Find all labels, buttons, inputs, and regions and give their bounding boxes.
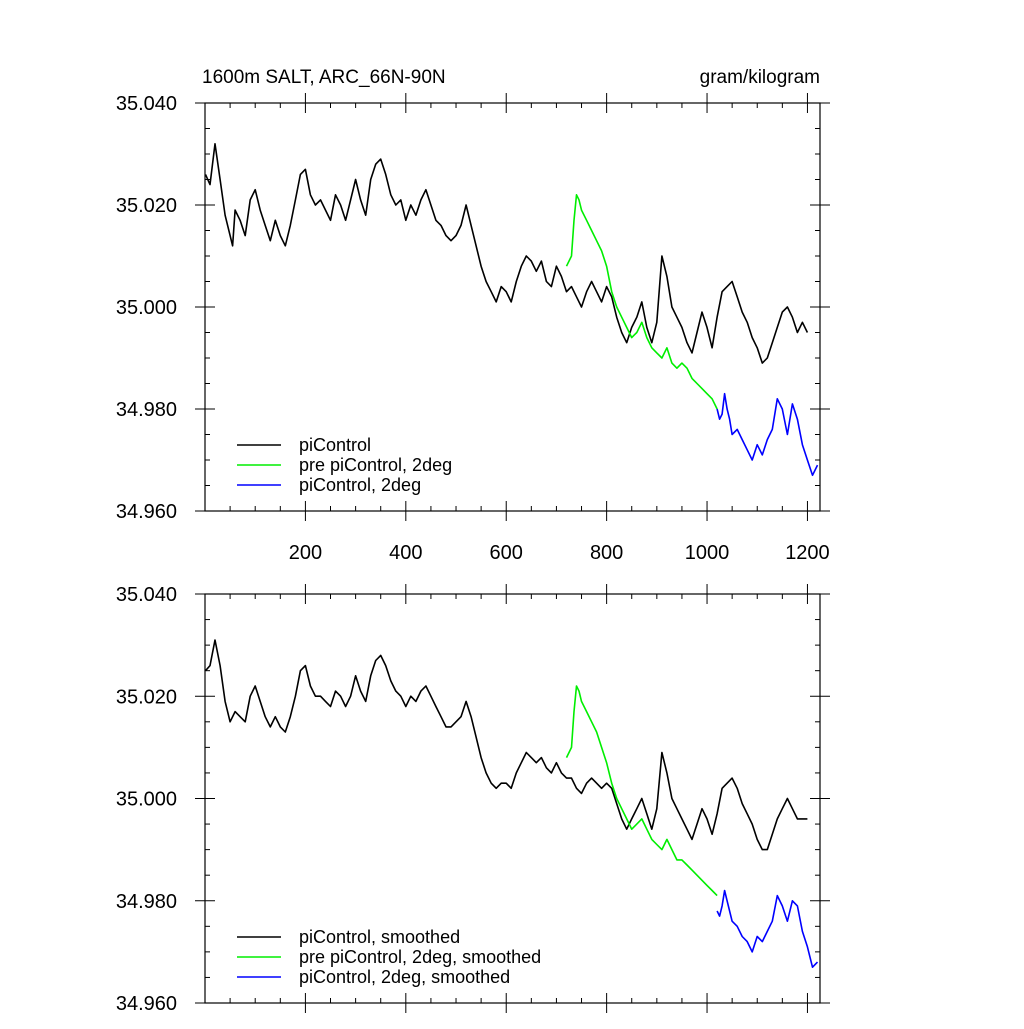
y-tick-label: 34.980	[116, 891, 177, 913]
y-tick-label: 34.960	[116, 501, 177, 523]
x-tick-label: 1200	[785, 542, 830, 564]
y-tick-label: 35.000	[116, 789, 177, 811]
legend-label-2: pre piControl, 2deg	[299, 455, 452, 475]
chart-title: 1600m SALT, ARC_66N-90N	[202, 67, 446, 88]
y-tick-label: 35.020	[116, 686, 177, 708]
legend-label-3: piControl, 2deg, smoothed	[299, 967, 510, 987]
y-tick-label: 35.040	[116, 584, 177, 606]
y-tick-label: 35.000	[116, 297, 177, 319]
series-line-3	[716, 392, 819, 477]
units-label: gram/kilogram	[700, 67, 820, 88]
x-tick-label: 400	[389, 542, 422, 564]
y-tick-label: 34.960	[116, 993, 177, 1015]
x-tick-label: 600	[490, 542, 523, 564]
series-line-1	[204, 639, 808, 851]
legend-label-2: pre piControl, 2deg, smoothed	[299, 947, 541, 967]
legend-label-1: piControl, smoothed	[299, 927, 460, 947]
series-line-3	[716, 889, 819, 969]
series-line-1	[204, 143, 809, 364]
y-tick-label: 34.980	[116, 399, 177, 421]
y-tick-label: 35.040	[116, 93, 177, 115]
legend-label-1: piControl	[299, 435, 371, 455]
x-tick-label: 1000	[685, 542, 730, 564]
legend-label-3: piControl, 2deg	[299, 475, 421, 495]
x-tick-label: 200	[289, 542, 322, 564]
series-line-2	[565, 194, 718, 410]
y-tick-label: 35.020	[116, 195, 177, 217]
x-tick-label: 800	[590, 542, 623, 564]
chart-panel-2: 34.960 34.980 35.000 35.020 35.040 piControl,…	[116, 584, 830, 1015]
chart-panel-1: 34.960 34.980 35.000 35.020 35.040 200 400 600 8…	[116, 93, 830, 564]
plot-frame	[204, 593, 821, 1004]
series-line-2	[565, 685, 718, 897]
plot-frame	[204, 102, 821, 512]
